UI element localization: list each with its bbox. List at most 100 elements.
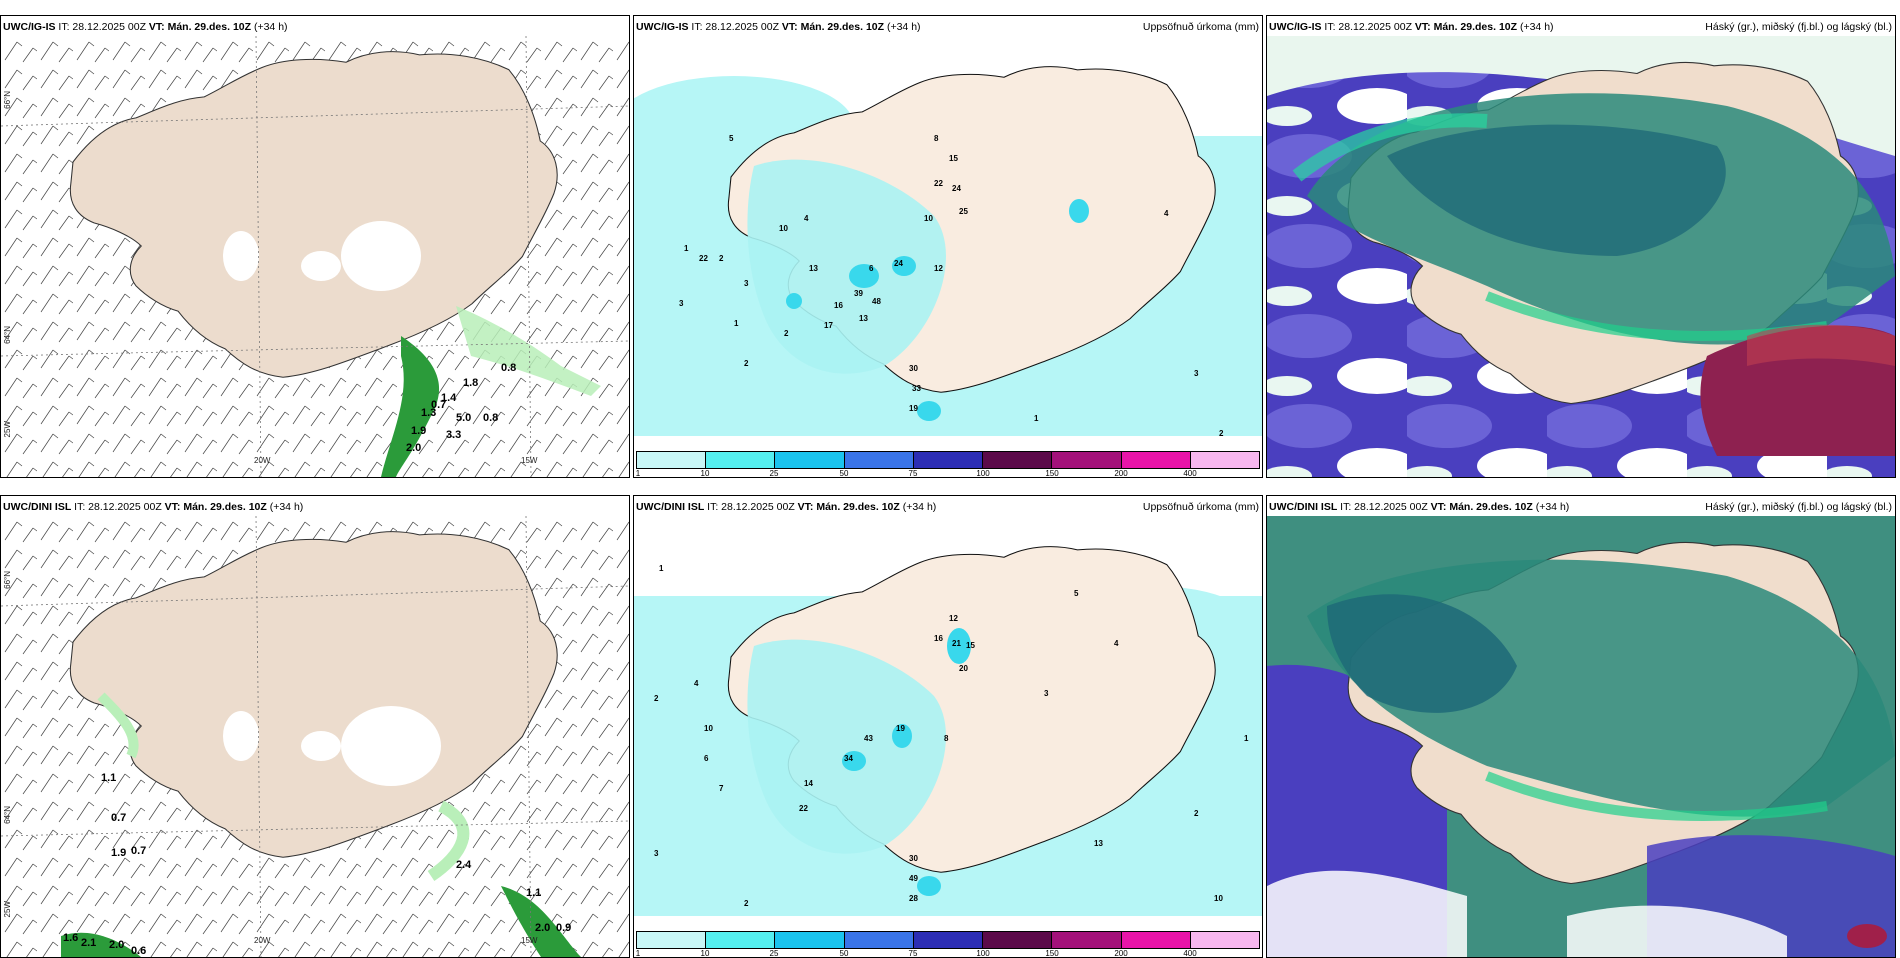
panel-precip-dini: UWC/DINI ISL IT: 28.12.2025 00Z VT: Mán.… <box>633 495 1263 958</box>
panel-subtitle: Uppsöfnuð úrkoma (mm) <box>1142 501 1259 513</box>
gust-label: 1.8 <box>463 377 478 389</box>
precip-value: 16 <box>934 634 943 643</box>
lat-label: 64°N <box>3 806 12 824</box>
precip-value: 19 <box>896 724 905 733</box>
panel-clouds-igis: UWC/IG-IS IT: 28.12.2025 00Z VT: Mán. 29… <box>1266 15 1896 478</box>
precip-value: 22 <box>799 804 808 813</box>
precip-value: 4 <box>1164 209 1169 218</box>
gust-label: 2.0 <box>406 442 421 454</box>
wind-map: 1.1 0.7 1.9 0.7 2.4 1.6 2.1 2.0 0.6 2.0 … <box>1 516 629 957</box>
precip-value: 3 <box>1194 369 1199 378</box>
gust-label: 1.9 <box>111 847 126 859</box>
precip-map: 1 2 4 6 7 3 2 10 14 34 19 43 22 30 49 28… <box>634 546 1262 916</box>
panel-clouds-dini: UWC/DINI ISL IT: 28.12.2025 00Z VT: Mán.… <box>1266 495 1896 958</box>
precip-value: 5 <box>729 134 734 143</box>
precip-value: 25 <box>959 207 968 216</box>
precip-value: 21 <box>952 639 961 648</box>
lon-label: 25W <box>3 421 12 438</box>
gust-label: 2.4 <box>456 859 472 871</box>
gust-label: 3.3 <box>446 429 461 441</box>
precip-value: 1 <box>1034 414 1039 423</box>
precip-value: 8 <box>944 734 949 743</box>
precip-value: 16 <box>834 301 843 310</box>
gust-label: 1.6 <box>63 932 78 944</box>
precip-value: 2 <box>1219 429 1224 438</box>
cloud-map <box>1267 36 1895 477</box>
precip-value: 49 <box>909 874 918 883</box>
precip-value: 24 <box>952 184 961 193</box>
precip-value: 10 <box>1214 894 1223 903</box>
gust-label: 1.1 <box>101 772 116 784</box>
precip-value: 2 <box>744 359 749 368</box>
panel-subtitle: Háský (gr.), miðský (fj.bl.) og lágský (… <box>1705 21 1892 33</box>
precip-value: 10 <box>924 214 933 223</box>
precip-value: 10 <box>704 724 713 733</box>
precip-value: 13 <box>1094 839 1103 848</box>
precip-value: 15 <box>966 641 975 650</box>
precip-value: 12 <box>949 614 958 623</box>
precip-value: 20 <box>959 664 968 673</box>
precip-value: 12 <box>934 264 943 273</box>
precip-value: 1 <box>1244 734 1249 743</box>
precip-value: 13 <box>809 264 818 273</box>
precip-value: 22 <box>699 254 708 263</box>
precip-value: 48 <box>872 297 881 306</box>
precip-value: 15 <box>949 154 958 163</box>
lon-label: 20W <box>254 936 271 945</box>
panel-subtitle: Háský (gr.), miðský (fj.bl.) og lágský (… <box>1705 501 1892 513</box>
panel-subtitle: Uppsöfnuð úrkoma (mm) <box>1142 21 1259 33</box>
gust-label: 2.0 <box>109 939 124 951</box>
precip-value: 34 <box>844 754 853 763</box>
precip-value: 2 <box>784 329 789 338</box>
panel-title: UWC/DINI ISL IT: 28.12.2025 00Z VT: Mán.… <box>636 501 937 513</box>
gust-label: 0.7 <box>111 812 126 824</box>
precip-value: 1 <box>734 319 739 328</box>
panel-title: UWC/DINI ISL IT: 28.12.2025 00Z VT: Mán.… <box>3 501 304 513</box>
precip-value: 3 <box>1044 689 1049 698</box>
gust-label: 0.7 <box>431 399 446 411</box>
precip-value: 30 <box>909 854 918 863</box>
panel-title: UWC/IG-IS IT: 28.12.2025 00Z VT: Mán. 29… <box>3 21 288 33</box>
panel-title: UWC/IG-IS IT: 28.12.2025 00Z VT: Mán. 29… <box>1269 21 1554 33</box>
precip-value: 8 <box>934 134 939 143</box>
wind-map: 0.8 0.7 1.4 1.3 5.0 0.8 1.9 2.0 1.8 3.3 <box>1 36 629 477</box>
precip-value: 4 <box>804 214 809 223</box>
lon-label: 25W <box>3 901 12 918</box>
gust-label: 2.0 <box>535 922 550 934</box>
precip-value: 2 <box>1194 809 1199 818</box>
precip-value: 4 <box>694 679 699 688</box>
precip-value: 33 <box>912 384 921 393</box>
gust-label: 0.8 <box>501 362 516 374</box>
gust-label: 0.8 <box>483 412 498 424</box>
gust-label: 2.1 <box>81 937 96 949</box>
panel-title: UWC/DINI ISL IT: 28.12.2025 00Z VT: Mán.… <box>1269 501 1570 513</box>
gust-label: 0.6 <box>131 945 146 957</box>
panel-wind-dini: UWC/DINI ISL IT: 28.12.2025 00Z VT: Mán.… <box>0 495 630 958</box>
precip-value: 4 <box>1114 639 1119 648</box>
precip-value: 6 <box>704 754 709 763</box>
lon-label: 20W <box>254 456 271 465</box>
precip-value: 19 <box>909 404 918 413</box>
precip-value: 10 <box>779 224 788 233</box>
lat-label: 64°N <box>3 326 12 344</box>
gust-label: 5.0 <box>456 412 471 424</box>
panel-wind-igis: UWC/IG-IS IT: 28.12.2025 00Z VT: Mán. 29… <box>0 15 630 478</box>
lat-label: 66°N <box>3 91 12 109</box>
precip-colorbar <box>636 931 1260 949</box>
panel-title: UWC/IG-IS IT: 28.12.2025 00Z VT: Mán. 29… <box>636 21 921 33</box>
gust-label: 1.9 <box>411 425 426 437</box>
gust-label: 1.3 <box>421 407 436 419</box>
precip-value: 2 <box>719 254 724 263</box>
gust-label: 0.7 <box>131 845 146 857</box>
precip-value: 14 <box>804 779 813 788</box>
precip-value: 2 <box>654 694 659 703</box>
precip-value: 7 <box>719 784 724 793</box>
panel-precip-igis: UWC/IG-IS IT: 28.12.2025 00Z VT: Mán. 29… <box>633 15 1263 478</box>
precip-value: 24 <box>894 259 903 268</box>
colorbar-ticks: 1 10 25 50 75 100 150 200 400 <box>635 469 1197 478</box>
precip-value: 3 <box>744 279 749 288</box>
precip-value: 2 <box>744 899 749 908</box>
precip-value: 28 <box>909 894 918 903</box>
precip-value: 22 <box>934 179 943 188</box>
precip-value: 13 <box>859 314 868 323</box>
